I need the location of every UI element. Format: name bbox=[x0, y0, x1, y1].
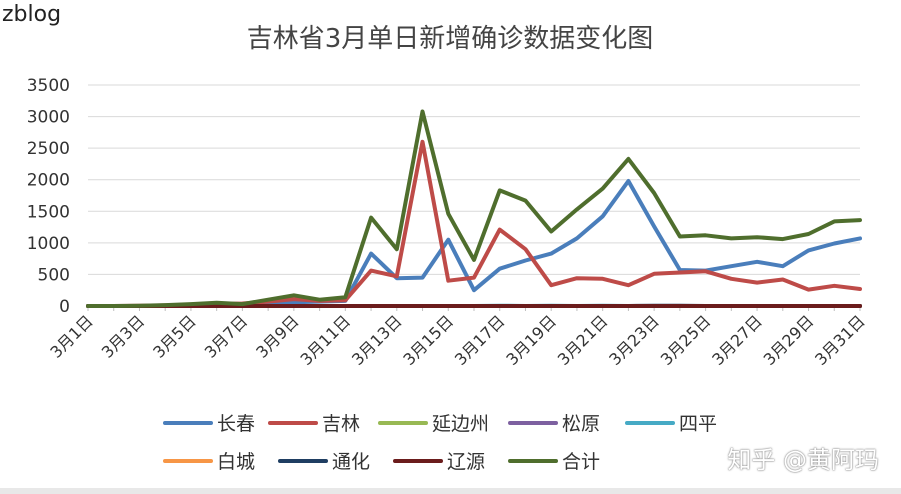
x-tick-label: 3月9日 bbox=[252, 311, 302, 361]
series-line-吉林 bbox=[86, 139, 862, 308]
legend-item-长春: 长春 bbox=[163, 413, 255, 435]
watermark-zblog: zblog bbox=[2, 2, 62, 27]
legend-label: 四平 bbox=[679, 413, 717, 435]
y-tick-label: 2000 bbox=[27, 171, 70, 191]
x-tick-label: 3月13日 bbox=[348, 311, 406, 369]
legend-item-延边州: 延边州 bbox=[378, 413, 489, 435]
legend-label: 白城 bbox=[217, 451, 255, 473]
legend-item-通化: 通化 bbox=[278, 451, 370, 473]
legend-label: 合计 bbox=[562, 451, 600, 473]
chart-title: 吉林省3月单日新增确诊数据变化图 bbox=[247, 24, 654, 54]
legend-label: 松原 bbox=[562, 413, 600, 435]
legend-label: 延边州 bbox=[432, 413, 489, 435]
x-tick-label: 3月15日 bbox=[399, 311, 457, 369]
x-tick-label: 3月25日 bbox=[657, 311, 715, 369]
x-tick-label: 3月19日 bbox=[502, 311, 560, 369]
x-tick-label: 3月21日 bbox=[554, 311, 612, 369]
y-tick-label: 3500 bbox=[27, 76, 70, 96]
legend-item-辽源: 辽源 bbox=[393, 451, 485, 473]
x-tick-label: 3月5日 bbox=[149, 311, 199, 361]
x-tick-label: 3月29日 bbox=[760, 311, 818, 369]
legend-label: 长春 bbox=[217, 413, 255, 435]
y-tick-label: 2500 bbox=[27, 139, 70, 159]
x-tick-label: 3月11日 bbox=[296, 311, 354, 369]
x-axis: 3月1日 3月3日 3月5日 3月7日 3月9日3月11日3月13日3月15日3月17日… bbox=[46, 306, 869, 369]
bottom-rule bbox=[0, 488, 901, 494]
x-tick-label: 3月17日 bbox=[451, 311, 509, 369]
legend-label: 辽源 bbox=[447, 451, 485, 473]
legend-item-合计: 合计 bbox=[508, 451, 600, 473]
legend-item-吉林: 吉林 bbox=[268, 413, 360, 435]
y-tick-label: 0 bbox=[59, 297, 70, 317]
grid-layer bbox=[88, 84, 860, 307]
watermark-zhihu: 知乎 @黄阿玛 bbox=[727, 446, 879, 474]
legend-item-白城: 白城 bbox=[163, 451, 255, 473]
legend-label: 吉林 bbox=[322, 413, 360, 435]
y-tick-label: 1500 bbox=[27, 202, 70, 222]
y-tick-label: 500 bbox=[38, 265, 70, 285]
x-tick-label: 3月31日 bbox=[811, 311, 869, 369]
x-tick-label: 3月23日 bbox=[605, 311, 663, 369]
legend-item-四平: 四平 bbox=[625, 413, 717, 435]
series-line-长春 bbox=[86, 179, 862, 308]
x-tick-label: 3月27日 bbox=[708, 311, 766, 369]
legend-label: 通化 bbox=[332, 451, 370, 473]
legend-item-松原: 松原 bbox=[508, 413, 600, 435]
y-axis: 0 500 1000 1500 2000 2500 3000 3500 bbox=[27, 76, 70, 317]
x-tick-label: 3月1日 bbox=[46, 311, 96, 361]
x-tick-label: 3月3日 bbox=[98, 311, 148, 361]
series-layer bbox=[86, 109, 862, 308]
y-tick-label: 3000 bbox=[27, 108, 70, 128]
x-tick-label: 3月7日 bbox=[201, 311, 251, 361]
series-line-合计 bbox=[86, 109, 862, 308]
y-tick-label: 1000 bbox=[27, 234, 70, 254]
